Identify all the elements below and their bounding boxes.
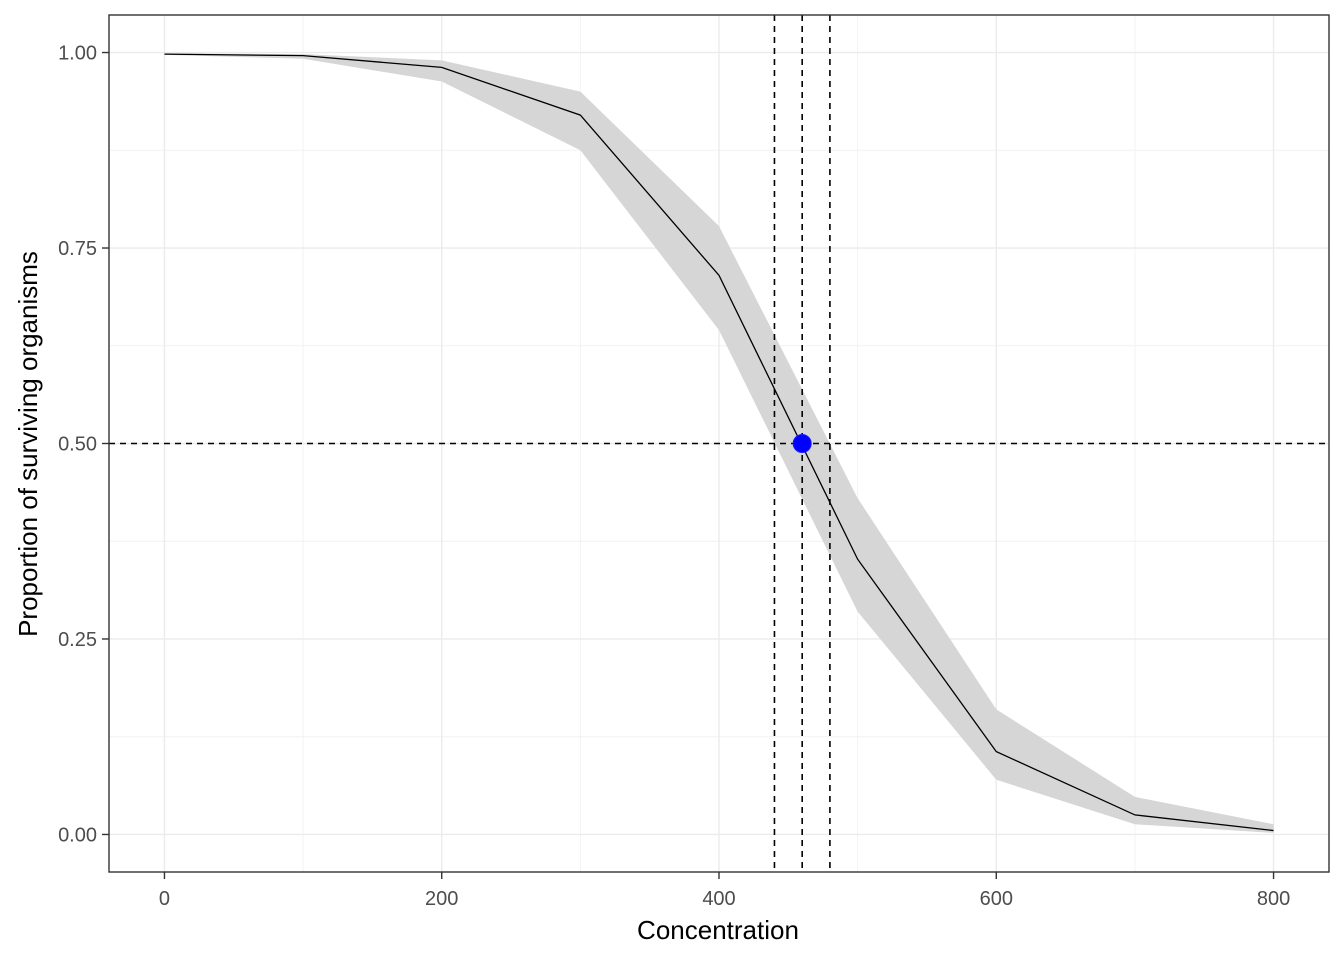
ec50-point (792, 434, 812, 453)
x-tick-label: 0 (159, 888, 170, 910)
x-tick-label: 800 (1257, 888, 1290, 910)
ec50-marker (792, 434, 812, 453)
x-tick-label: 200 (425, 888, 458, 910)
survival-line (164, 53, 1274, 832)
x-axis: 0 200 400 600 800 (159, 872, 1290, 910)
x-tick-label: 400 (702, 888, 735, 910)
y-tick-label: 0.75 (58, 238, 97, 260)
x-axis-title: Concentration (637, 915, 799, 945)
y-tick-label: 0.50 (58, 434, 97, 456)
y-tick-label: 0.00 (58, 824, 97, 846)
y-axis: 0.00 0.25 0.50 0.75 1.00 (58, 43, 109, 846)
y-axis-title: Proportion of surviving organisms (13, 251, 43, 637)
reference-lines (109, 15, 1329, 872)
survival-curve (164, 53, 1274, 832)
y-tick-label: 1.00 (58, 43, 97, 65)
y-tick-label: 0.25 (58, 629, 97, 651)
x-tick-label: 600 (980, 888, 1013, 910)
